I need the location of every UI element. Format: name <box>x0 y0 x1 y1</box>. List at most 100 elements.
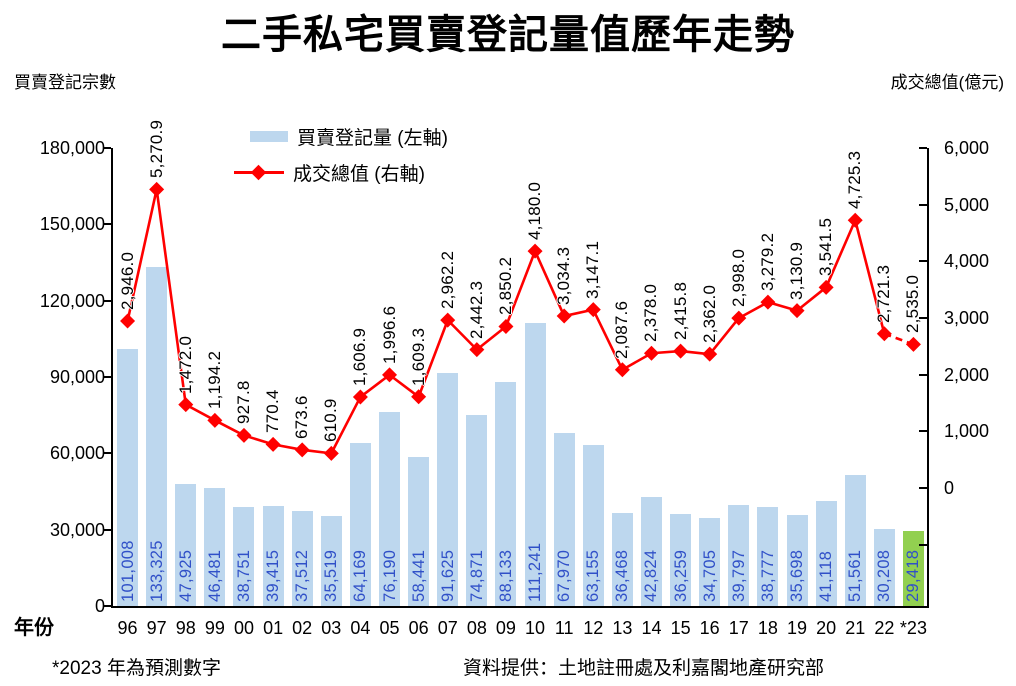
left-axis-tick-label: 180,000 <box>39 138 105 158</box>
x-tick-label: 22 <box>874 618 895 638</box>
bar-value-label: 29,418 <box>904 549 923 602</box>
legend-item-line: 成交總值 (右軸) <box>234 160 425 185</box>
x-tick-label: 12 <box>583 618 604 638</box>
bar-value-label: 51,561 <box>846 549 865 602</box>
bar <box>670 513 692 606</box>
bar <box>699 517 721 606</box>
line-point-marker <box>382 367 398 383</box>
bar <box>524 322 546 606</box>
left-axis-tick <box>103 147 111 149</box>
right-axis-tick <box>919 487 927 489</box>
line-point-marker <box>527 243 543 259</box>
line-value-label: 1,609.3 <box>408 327 428 386</box>
line-point-marker <box>673 343 689 359</box>
bar <box>175 484 197 606</box>
line-point-marker <box>760 294 776 310</box>
x-tick-label: 20 <box>816 618 837 638</box>
bar-value-label: 36,259 <box>671 549 690 602</box>
right-axis-tick-label: 5,000 <box>944 194 990 215</box>
bar <box>408 457 430 606</box>
bar <box>757 507 779 606</box>
line-value-label: 2,442.3 <box>466 280 486 339</box>
x-tick-label: 08 <box>466 618 487 638</box>
x-tick-label: 01 <box>263 618 284 638</box>
x-tick-label: 11 <box>554 618 574 638</box>
left-axis-tick-label: 150,000 <box>39 214 105 235</box>
right-axis-tick-label: 1,000 <box>944 421 990 442</box>
legend-bar-label: 買賣登記量 (左軸) <box>297 127 448 149</box>
line-point-marker <box>585 302 601 318</box>
line-value-label: 5,270.9 <box>146 120 166 179</box>
right-axis-tick <box>919 373 927 376</box>
left-axis-tick-label: 120,000 <box>39 290 105 311</box>
line-point-marker <box>149 181 165 197</box>
bar-value-label: 91,625 <box>438 549 457 602</box>
x-tick-label: 97 <box>146 618 167 638</box>
right-axis-tick-label: 3,000 <box>944 308 990 328</box>
left-axis-tick <box>103 452 111 455</box>
right-axis-tick <box>919 430 927 433</box>
bar-value-label: 41,118 <box>817 550 836 602</box>
line-point-marker <box>498 318 514 334</box>
line-value-label: 2,850.2 <box>495 257 515 316</box>
line-value-label: 3,147.1 <box>583 240 603 299</box>
line-value-label: 3,130.9 <box>787 241 807 300</box>
line-point-marker <box>178 397 194 413</box>
line-value-label: 3,034.3 <box>554 246 574 306</box>
line-point-marker <box>614 362 630 378</box>
right-axis-tick <box>919 543 927 546</box>
chart-title: 二手私宅買賣登記量值歷年走勢 <box>221 13 795 57</box>
x-tick-label: 21 <box>845 618 866 638</box>
bar-value-label: 46,481 <box>205 549 224 602</box>
x-tick-label: *23 <box>899 618 927 638</box>
x-tick-label: 05 <box>379 618 400 638</box>
line-value-label: 4,725.3 <box>845 151 865 210</box>
line-value-label: 2,535.0 <box>903 275 923 334</box>
x-tick-label: 18 <box>757 618 778 638</box>
right-axis-caption: 成交總值(億元) <box>890 73 1004 92</box>
line-value-label: 2,415.8 <box>670 281 690 341</box>
x-tick-label: 16 <box>699 618 720 638</box>
right-axis-tick-label: 4,000 <box>944 251 990 272</box>
legend-item-bar: 買賣登記量 (左軸) <box>250 124 448 149</box>
legend-line-swatch-icon <box>234 164 284 180</box>
right-axis-tick <box>919 203 927 206</box>
bar <box>495 381 517 606</box>
line-point-marker <box>702 346 718 362</box>
line-point-marker <box>323 445 339 461</box>
line-value-label: 2,946.0 <box>117 251 137 311</box>
bar <box>553 433 575 606</box>
left-axis-tick-label: 30,000 <box>49 519 105 540</box>
bar-value-label: 42,824 <box>642 549 661 602</box>
line-value-label: 3,541.5 <box>816 218 836 277</box>
left-axis-line <box>111 148 113 608</box>
bar <box>262 505 284 606</box>
bar-value-label: 34,705 <box>700 549 719 602</box>
bar-value-label: 39,797 <box>729 549 748 602</box>
left-axis-tick-label: 60,000 <box>49 443 105 464</box>
x-tick-label: 04 <box>350 618 371 638</box>
bar <box>815 501 837 606</box>
line-value-label: 4,180.0 <box>525 182 545 241</box>
line-value-label: 610.9 <box>321 398 341 443</box>
bar-value-label: 74,871 <box>467 549 486 602</box>
line-value-label: 770.4 <box>263 389 283 434</box>
right-axis-tick <box>919 147 927 149</box>
bar-value-label: 67,970 <box>555 549 574 602</box>
line-point-marker <box>236 427 252 443</box>
legend-bar-swatch-icon <box>250 130 288 142</box>
x-tick-label: 07 <box>437 618 458 638</box>
line-value-label: 2,962.2 <box>437 251 457 310</box>
line-point-marker <box>469 342 485 358</box>
bar <box>379 412 401 606</box>
x-tick-label: 17 <box>728 618 749 638</box>
left-axis-caption: 買賣登記宗數 <box>14 73 116 92</box>
x-tick-label: 19 <box>787 618 808 638</box>
bar-value-label: 35,698 <box>788 549 807 602</box>
x-tick-label: 09 <box>495 618 516 638</box>
x-tick-label: 02 <box>292 618 313 638</box>
line-value-label: 2,087.6 <box>612 300 632 359</box>
right-axis-tick-label: 6,000 <box>944 138 990 158</box>
right-axis-tick <box>919 260 927 263</box>
